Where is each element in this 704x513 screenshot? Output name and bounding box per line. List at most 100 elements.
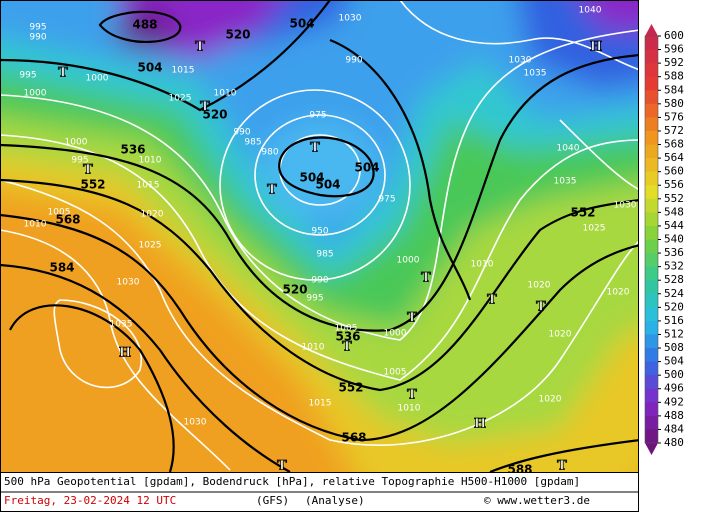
colorbar-swatch [645,348,658,363]
colorbar-tick-label: 584 [664,83,684,96]
pressure-label: 975 [309,111,326,121]
colorbar-tick-label: 520 [664,300,684,313]
colorbar-swatch [645,63,658,78]
geopotential-label: 504 [315,178,340,192]
colorbar-arrow-top [645,24,658,36]
colorbar-swatch [645,429,658,444]
footer: 500 hPa Geopotential [gpdam], Bodendruck… [0,472,639,512]
pressure-label: 950 [311,227,328,237]
pressure-label: 1015 [172,66,195,76]
colorbar-tick-label: 508 [664,341,684,354]
pressure-center-marker: T [487,293,497,308]
geopotential-label: 504 [137,61,162,75]
pressure-label: 980 [261,148,278,158]
pressure-label: 1025 [139,241,162,251]
pressure-center-marker: T [421,271,431,286]
colorbar-tick-label: 556 [664,178,684,191]
pressure-label: 1010 [139,156,162,166]
colorbar-swatch [645,130,658,146]
colorbar-swatch [645,320,658,335]
colorbar-tick-label: 512 [664,327,684,340]
colorbar-swatch [645,185,658,200]
footer-title: 500 hPa Geopotential [gpdam], Bodendruck… [4,475,580,488]
colorbar-tick-label: 596 [664,43,684,56]
pressure-label: 1020 [549,330,572,340]
pressure-center-marker: T [277,459,287,474]
pressure-center-marker: T [342,340,352,355]
pressure-center-marker: T [310,141,320,156]
colorbar-tick-label: 500 [664,368,684,381]
colorbar-tick-label: 580 [664,97,684,110]
pressure-label: 1015 [137,181,160,191]
colorbar-swatch [645,76,658,91]
pressure-label: 1000 [384,329,407,339]
pressure-center-marker: T [58,66,68,81]
colorbar-swatch [645,198,658,213]
geopotential-label: 504 [289,17,314,31]
colorbar-tick-label: 548 [664,205,684,218]
geopotential-label: 520 [282,283,307,297]
pressure-label: 1040 [579,6,602,16]
pressure-center-marker: H [119,346,131,361]
colorbar-tick-label: 492 [664,395,684,408]
colorbar-tick-label: 516 [664,314,684,327]
colorbar-tick-label: 564 [664,151,684,164]
colorbar-tick-label: 480 [664,436,684,449]
pressure-center-marker: H [590,40,602,55]
geopotential-label: 552 [338,381,363,395]
pressure-label: 990 [233,128,250,138]
pressure-label: 1020 [539,395,562,405]
colorbar-swatch [645,266,658,281]
geopotential-label: 552 [570,206,595,220]
colorbar-swatch [645,280,658,295]
pressure-label: 1035 [524,69,547,79]
colorbar-swatch [645,144,658,159]
geopotential-label: 584 [49,261,74,275]
pressure-label: 1005 [335,324,358,334]
pressure-label: 1010 [214,89,237,99]
colorbar-swatch [645,212,658,227]
colorbar-swatch [645,334,658,349]
geopotential-contours [0,0,638,472]
pressure-label: 1030 [509,56,532,66]
pressure-label: 1020 [607,288,630,298]
pressure-label: 1025 [169,94,192,104]
colorbar-tick-label: 552 [664,192,684,205]
colorbar-tick-label: 488 [664,409,684,422]
colorbar-tick-label: 568 [664,138,684,151]
colorbar-tick-label: 576 [664,110,684,123]
pressure-label: 1020 [528,281,551,291]
colorbar-tick-label: 592 [664,56,684,69]
pressure-center-marker: T [200,100,210,115]
pressure-label: 1010 [302,343,325,353]
colorbar-tick-label: 560 [664,165,684,178]
pressure-label: 1000 [24,89,47,99]
colorbar-tick-label: 600 [664,29,684,42]
colorbar-swatch [645,415,658,430]
geopotential-label: 520 [202,108,227,122]
colorbar-tick-label: 532 [664,260,684,273]
colorbar-swatch [645,307,658,322]
pressure-label: 975 [378,195,395,205]
colorbar-tick-label: 572 [664,124,684,137]
colorbar-tick-label: 504 [664,355,684,368]
pressure-label: 990 [345,56,362,66]
pressure-center-marker: T [407,311,417,326]
colorbar-swatch [645,388,658,403]
pressure-label: 1010 [398,404,421,414]
pressure-center-marker: H [474,417,486,432]
pressure-center-marker: T [557,459,567,474]
pressure-label: 1030 [339,14,362,24]
pressure-center-marker: T [83,163,93,178]
footer-run: (Analyse) [305,494,365,507]
pressure-center-marker: T [195,40,205,55]
pressure-center-marker: T [407,388,417,403]
pressure-label: 1030 [184,418,207,428]
pressure-label: 995 [29,23,46,33]
geopotential-label: 552 [80,178,105,192]
geopotential-label: 488 [132,18,157,32]
colorbar-swatch [645,225,658,240]
pressure-center-marker: T [267,183,277,198]
colorbar-swatch [645,253,658,268]
